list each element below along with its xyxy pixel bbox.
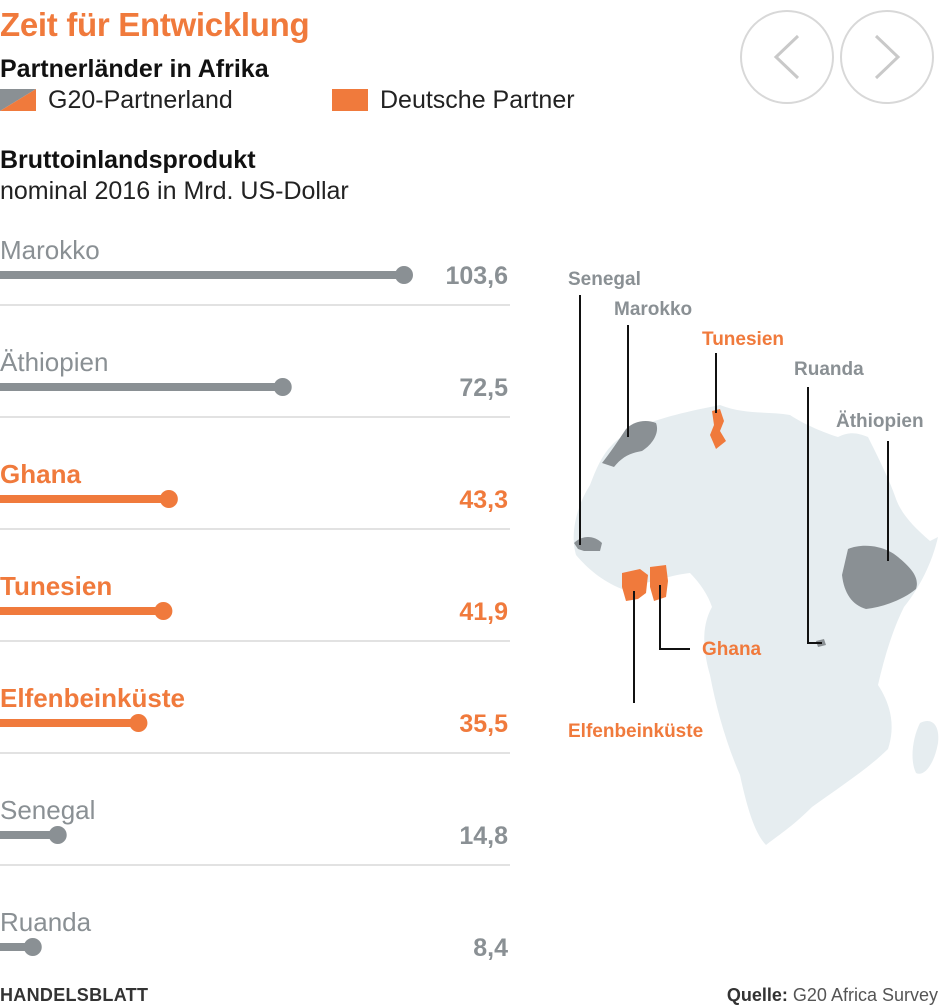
value-label: 8,4 <box>473 934 508 962</box>
bar-chart: Marokko 103,6 Äthiopien 72,5 Ghana 43,3 Tunesi… <box>0 235 510 962</box>
bar-row: Senegal 14,8 <box>0 795 510 866</box>
madagascar <box>912 721 939 774</box>
bar-row: Tunesien 41,9 <box>0 571 510 642</box>
page-title: Zeit für Entwicklung <box>0 6 310 43</box>
value-label: 103,6 <box>445 262 508 290</box>
value-label: 43,3 <box>459 486 508 514</box>
category-label: Senegal <box>0 795 95 825</box>
bar-end-dot <box>154 602 173 620</box>
category-label: Äthiopien <box>0 347 108 377</box>
category-label: Ghana <box>0 459 81 489</box>
africa-landmass <box>573 405 938 845</box>
bar-end-dot <box>23 938 42 956</box>
country-elfenbeinkueste <box>622 569 648 601</box>
chart-title: Bruttoinlandsprodukt <box>0 146 256 174</box>
category-label: Ruanda <box>0 907 92 937</box>
bar-end-dot <box>395 266 413 284</box>
bar-end-dot <box>129 714 148 732</box>
source-note: Quelle: G20 Africa Survey <box>727 985 938 1006</box>
map-label-elfenbeinkueste: Elfenbeinküste <box>568 721 703 742</box>
bar-end-dot <box>159 490 178 508</box>
map-label-tunesien: Tunesien <box>702 329 784 350</box>
legend-label-g20: G20-Partnerland <box>48 86 233 114</box>
bar-row: Elfenbeinküste 35,5 <box>0 683 510 754</box>
chevron-right-icon <box>874 34 901 80</box>
legend-swatch-g20 <box>0 89 36 111</box>
category-label: Tunesien <box>0 571 112 601</box>
value-label: 41,9 <box>459 598 508 626</box>
bar-end-dot <box>273 378 292 396</box>
bar-row: Ruanda 8,4 <box>0 907 508 962</box>
bar-row: Äthiopien 72,5 <box>0 347 510 418</box>
country-marokko <box>602 421 658 467</box>
country-ghana <box>650 565 668 601</box>
leader-ghana <box>659 585 690 650</box>
source-label: Quelle: <box>726 985 788 1005</box>
value-label: 35,5 <box>459 710 508 738</box>
chevron-left-icon <box>773 34 800 80</box>
value-label: 72,5 <box>459 374 508 402</box>
next-button[interactable] <box>840 10 934 104</box>
map-label-ghana: Ghana <box>702 639 762 660</box>
map-label-aethiopien: Äthiopien <box>836 411 924 432</box>
map-label-ruanda: Ruanda <box>794 359 864 380</box>
country-aethiopien <box>842 545 917 609</box>
bar-row: Marokko 103,6 <box>0 235 510 306</box>
country-tunesien <box>710 409 726 449</box>
source-text: G20 Africa Survey <box>792 985 938 1005</box>
value-label: 14,8 <box>459 822 508 850</box>
category-label: Elfenbeinküste <box>0 683 185 713</box>
legend-swatch-german <box>332 89 368 111</box>
page-subtitle: Partnerländer in Afrika <box>0 55 269 83</box>
brand-logo: HANDELSBLATT <box>0 985 149 1005</box>
legend-label-german: Deutsche Partner <box>380 86 575 114</box>
prev-button[interactable] <box>740 10 834 104</box>
bar-row: Ghana 43,3 <box>0 459 510 530</box>
leader-ruanda <box>807 387 822 644</box>
map-label-senegal: Senegal <box>568 269 641 290</box>
category-label: Marokko <box>0 235 100 265</box>
chart-subtitle: nominal 2016 in Mrd. US-Dollar <box>0 177 349 205</box>
map-label-marokko: Marokko <box>614 299 692 320</box>
africa-map: Senegal Marokko Tunesien Ruanda Äthiopie… <box>568 269 939 845</box>
bar-end-dot <box>48 826 67 844</box>
